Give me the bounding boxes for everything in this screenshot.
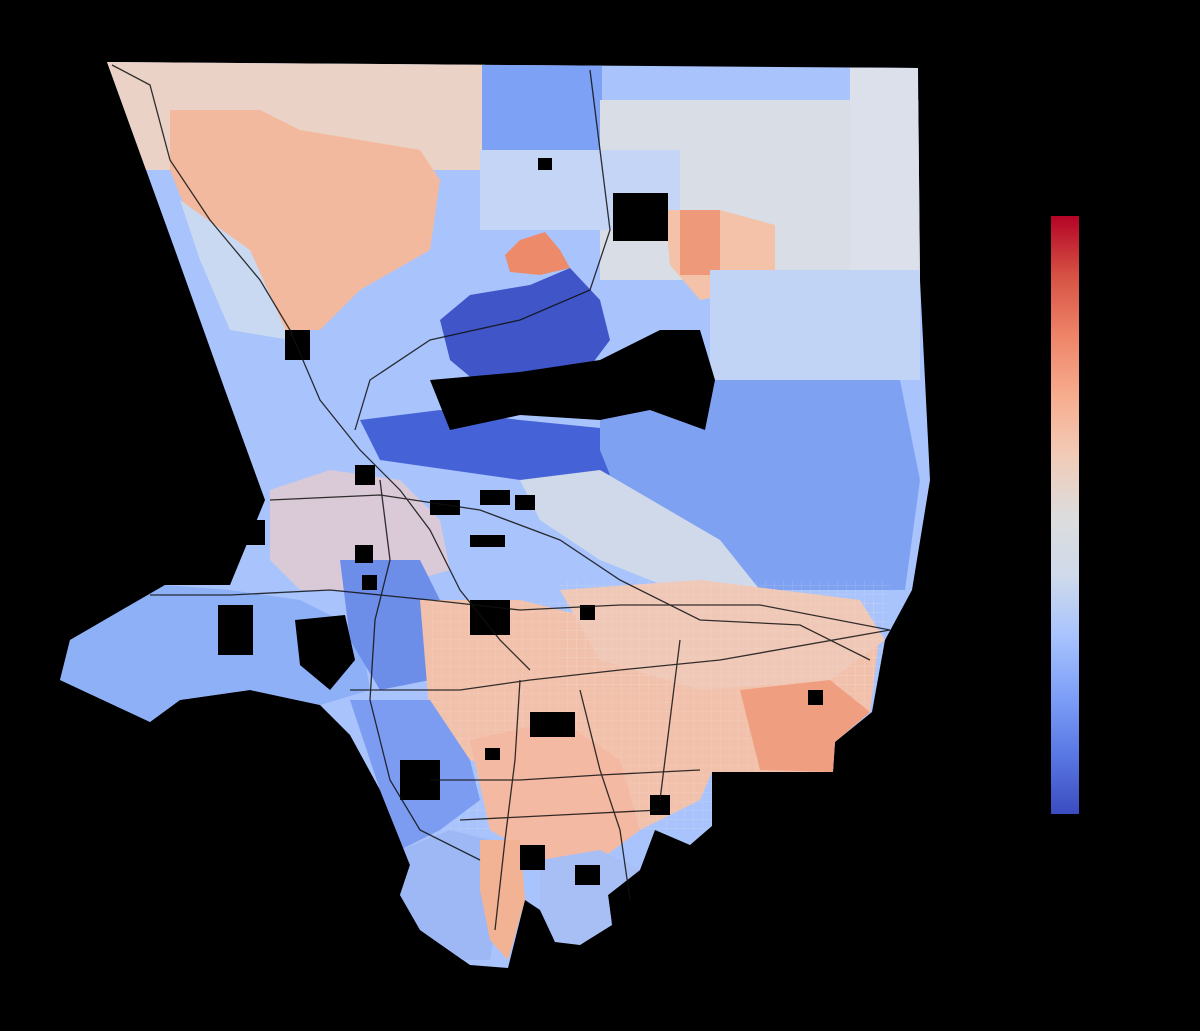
freeway-91 xyxy=(459,809,661,821)
freeway-105 xyxy=(430,769,701,781)
region-angeles-forest-south xyxy=(360,410,620,490)
tract-grid-sgv xyxy=(560,580,890,690)
region-east-band xyxy=(710,270,920,380)
region-santa-monica-mountains xyxy=(60,585,370,722)
excluded-area-21 xyxy=(362,575,377,590)
excluded-area-19 xyxy=(808,690,823,705)
excluded-area-10 xyxy=(530,712,575,737)
region-south-bay xyxy=(400,830,500,960)
freeway-605 xyxy=(659,639,681,801)
freeway-101 xyxy=(150,589,891,631)
region-harbor xyxy=(480,840,525,960)
excluded-areas xyxy=(218,158,823,885)
region-long-beach xyxy=(540,850,640,945)
excluded-area-14 xyxy=(515,495,535,510)
region-sg-mountains xyxy=(520,470,760,600)
region-palmdale-east-2 xyxy=(680,210,720,275)
excluded-area-6 xyxy=(295,615,355,690)
excluded-area-8 xyxy=(355,545,373,563)
excluded-area-4 xyxy=(285,330,310,360)
excluded-area-3 xyxy=(538,158,552,170)
excluded-area-20 xyxy=(355,465,375,485)
excluded-area-16 xyxy=(520,845,545,870)
freeways xyxy=(111,64,891,931)
excluded-area-5 xyxy=(218,605,253,655)
region-antelope-valley xyxy=(170,110,440,330)
excluded-area-7 xyxy=(245,520,265,545)
freeway-405 xyxy=(369,479,481,861)
region-west-valley xyxy=(340,560,450,690)
region-santa-clarita xyxy=(180,200,290,340)
freeway-110 xyxy=(494,679,521,931)
region-lancaster xyxy=(482,65,602,157)
region-north-east-2 xyxy=(850,65,918,280)
excluded-area-2 xyxy=(613,193,668,241)
legend-colorbar xyxy=(1051,216,1079,814)
region-east-la-strip xyxy=(740,680,870,772)
region-south-central xyxy=(470,720,640,860)
excluded-area-15 xyxy=(470,535,505,547)
freeway-5 xyxy=(354,69,611,431)
freeway-210 xyxy=(269,494,871,661)
freeway-14 xyxy=(111,64,531,671)
region-palmdale xyxy=(505,232,570,275)
excluded-area-12 xyxy=(480,490,510,505)
excluded-area-1 xyxy=(430,330,715,430)
colorbar-gradient xyxy=(1051,216,1079,814)
excluded-area-17 xyxy=(575,865,600,885)
freeway-710 xyxy=(579,689,631,901)
excluded-area-23 xyxy=(485,748,500,760)
excluded-area-22 xyxy=(580,605,595,620)
region-angeles-forest-north xyxy=(440,268,610,385)
excluded-area-13 xyxy=(430,500,460,515)
freeway-10 xyxy=(350,629,891,691)
